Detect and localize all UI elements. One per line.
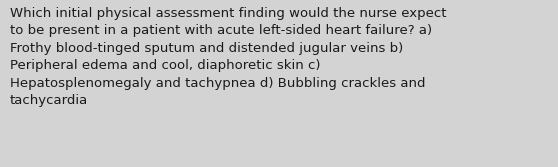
Text: Which initial physical assessment finding would the nurse expect
to be present i: Which initial physical assessment findin… — [10, 7, 446, 107]
